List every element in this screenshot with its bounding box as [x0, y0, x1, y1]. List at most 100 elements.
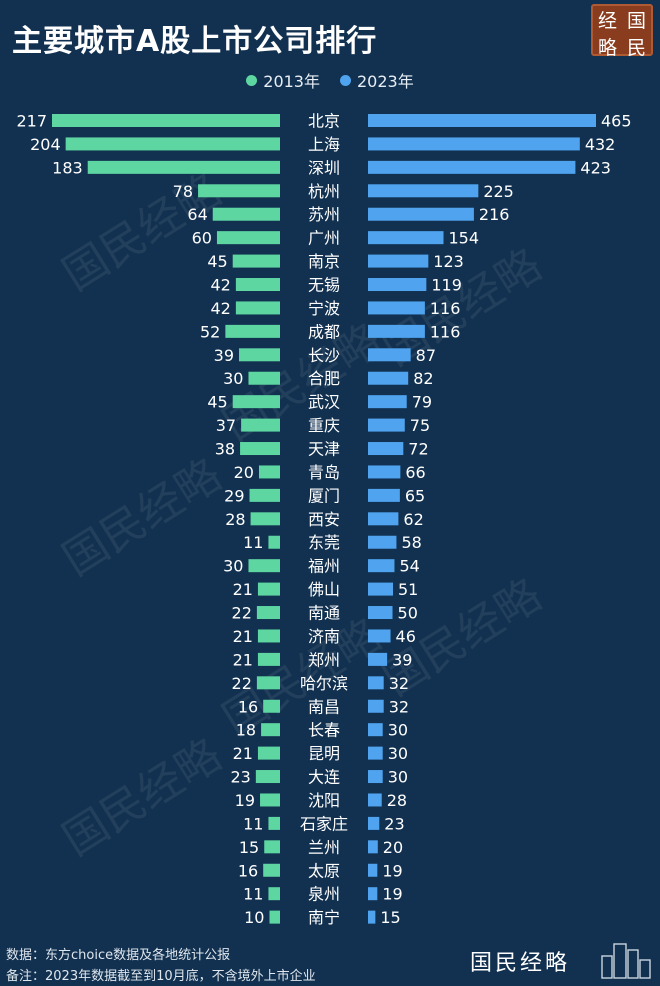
bar-2013: [257, 582, 280, 596]
bar-2013: [258, 465, 280, 479]
brand-logo: 国民经略: [470, 951, 571, 976]
bar-2023: [368, 863, 378, 877]
city-label: 广州: [308, 229, 340, 248]
value-label-2023: 46: [396, 627, 416, 646]
value-label-2023: 30: [388, 721, 408, 740]
value-label-2023: 423: [580, 158, 611, 177]
city-label: 昆明: [308, 744, 340, 763]
city-label: 合肥: [308, 369, 340, 388]
value-label-2023: 28: [387, 791, 407, 810]
value-label-2023: 39: [392, 650, 412, 669]
value-label-2013: 15: [239, 838, 259, 857]
value-label-2023: 23: [384, 814, 404, 833]
city-label: 哈尔滨: [300, 674, 348, 693]
bar-2013: [87, 160, 280, 174]
value-label-2023: 75: [410, 416, 430, 435]
bar-2023: [368, 512, 399, 526]
value-label-2023: 216: [479, 205, 510, 224]
value-label-2023: 65: [405, 486, 425, 505]
value-label-2013: 21: [233, 627, 253, 646]
value-label-2013: 19: [235, 791, 255, 810]
bar-2023: [368, 207, 474, 221]
bar-2013: [232, 395, 280, 409]
value-label-2013: 10: [244, 908, 264, 927]
watermark-text: 国民经略: [54, 449, 230, 586]
bar-2023: [368, 676, 384, 690]
city-label: 南京: [308, 252, 340, 271]
value-label-2013: 28: [225, 510, 245, 529]
bar-2013: [216, 231, 280, 245]
seal-char: 民: [626, 37, 646, 59]
bar-2013: [256, 606, 280, 620]
bar-2023: [368, 324, 425, 338]
bar-2013: [255, 770, 280, 784]
value-label-2013: 217: [16, 112, 47, 131]
bar-2023: [368, 770, 383, 784]
bar-2023: [368, 442, 404, 456]
bar-2013: [52, 114, 280, 127]
bar-2013: [268, 887, 280, 901]
bar-2023: [368, 254, 429, 268]
legend-label-2023: 2023年: [357, 72, 414, 91]
bar-2023: [368, 114, 596, 127]
value-label-2023: 51: [398, 580, 418, 599]
value-label-2013: 23: [230, 768, 250, 787]
value-label-2023: 20: [383, 838, 403, 857]
city-label: 南昌: [308, 697, 340, 716]
city-label: 杭州: [308, 182, 340, 201]
value-label-2023: 66: [405, 463, 425, 482]
city-label: 成都: [308, 322, 340, 341]
city-label: 泉州: [308, 885, 340, 904]
bar-2013: [232, 254, 280, 268]
value-label-2023: 432: [585, 135, 616, 154]
bar-2023: [368, 723, 383, 737]
bar-2013: [269, 910, 280, 924]
bar-2013: [261, 723, 280, 737]
bar-2023: [368, 184, 479, 198]
bar-2013: [260, 793, 280, 807]
value-label-2023: 58: [401, 533, 421, 552]
value-label-2013: 21: [233, 744, 253, 763]
value-label-2023: 15: [380, 908, 400, 927]
city-label: 南宁: [308, 908, 340, 927]
value-label-2013: 60: [192, 229, 212, 248]
value-label-2013: 20: [234, 463, 254, 482]
bar-2013: [249, 488, 280, 502]
value-label-2013: 30: [223, 369, 243, 388]
bar-2013: [257, 652, 280, 666]
value-label-2013: 78: [173, 182, 193, 201]
bar-2013: [268, 535, 280, 549]
city-label: 宁波: [308, 299, 340, 318]
bar-2023: [368, 793, 382, 807]
city-label: 济南: [308, 627, 340, 646]
value-label-2023: 123: [433, 252, 464, 271]
bar-2013: [248, 559, 280, 573]
city-label: 北京: [308, 112, 340, 131]
bar-2023: [368, 559, 395, 573]
city-label: 石家庄: [300, 814, 348, 833]
bar-2023: [368, 582, 394, 596]
bar-2023: [368, 231, 444, 245]
city-label: 长春: [308, 721, 340, 740]
value-label-2023: 116: [430, 299, 461, 318]
bar-2023: [368, 652, 388, 666]
bar-2023: [368, 746, 383, 760]
bar-2013: [65, 137, 280, 151]
bar-2023: [368, 910, 376, 924]
bar-2023: [368, 887, 378, 901]
value-label-2013: 42: [211, 276, 231, 295]
bar-2023: [368, 395, 407, 409]
city-label: 深圳: [308, 158, 340, 177]
value-label-2023: 154: [449, 229, 480, 248]
value-label-2023: 62: [403, 510, 423, 529]
city-label: 太原: [308, 861, 340, 880]
city-label: 沈阳: [308, 791, 340, 810]
bar-2023: [368, 629, 391, 643]
value-label-2023: 54: [399, 557, 419, 576]
value-label-2023: 19: [382, 861, 402, 880]
value-label-2013: 16: [238, 861, 258, 880]
value-label-2013: 64: [187, 205, 207, 224]
bar-2013: [240, 442, 280, 456]
value-label-2013: 30: [223, 557, 243, 576]
city-label: 郑州: [308, 650, 340, 669]
